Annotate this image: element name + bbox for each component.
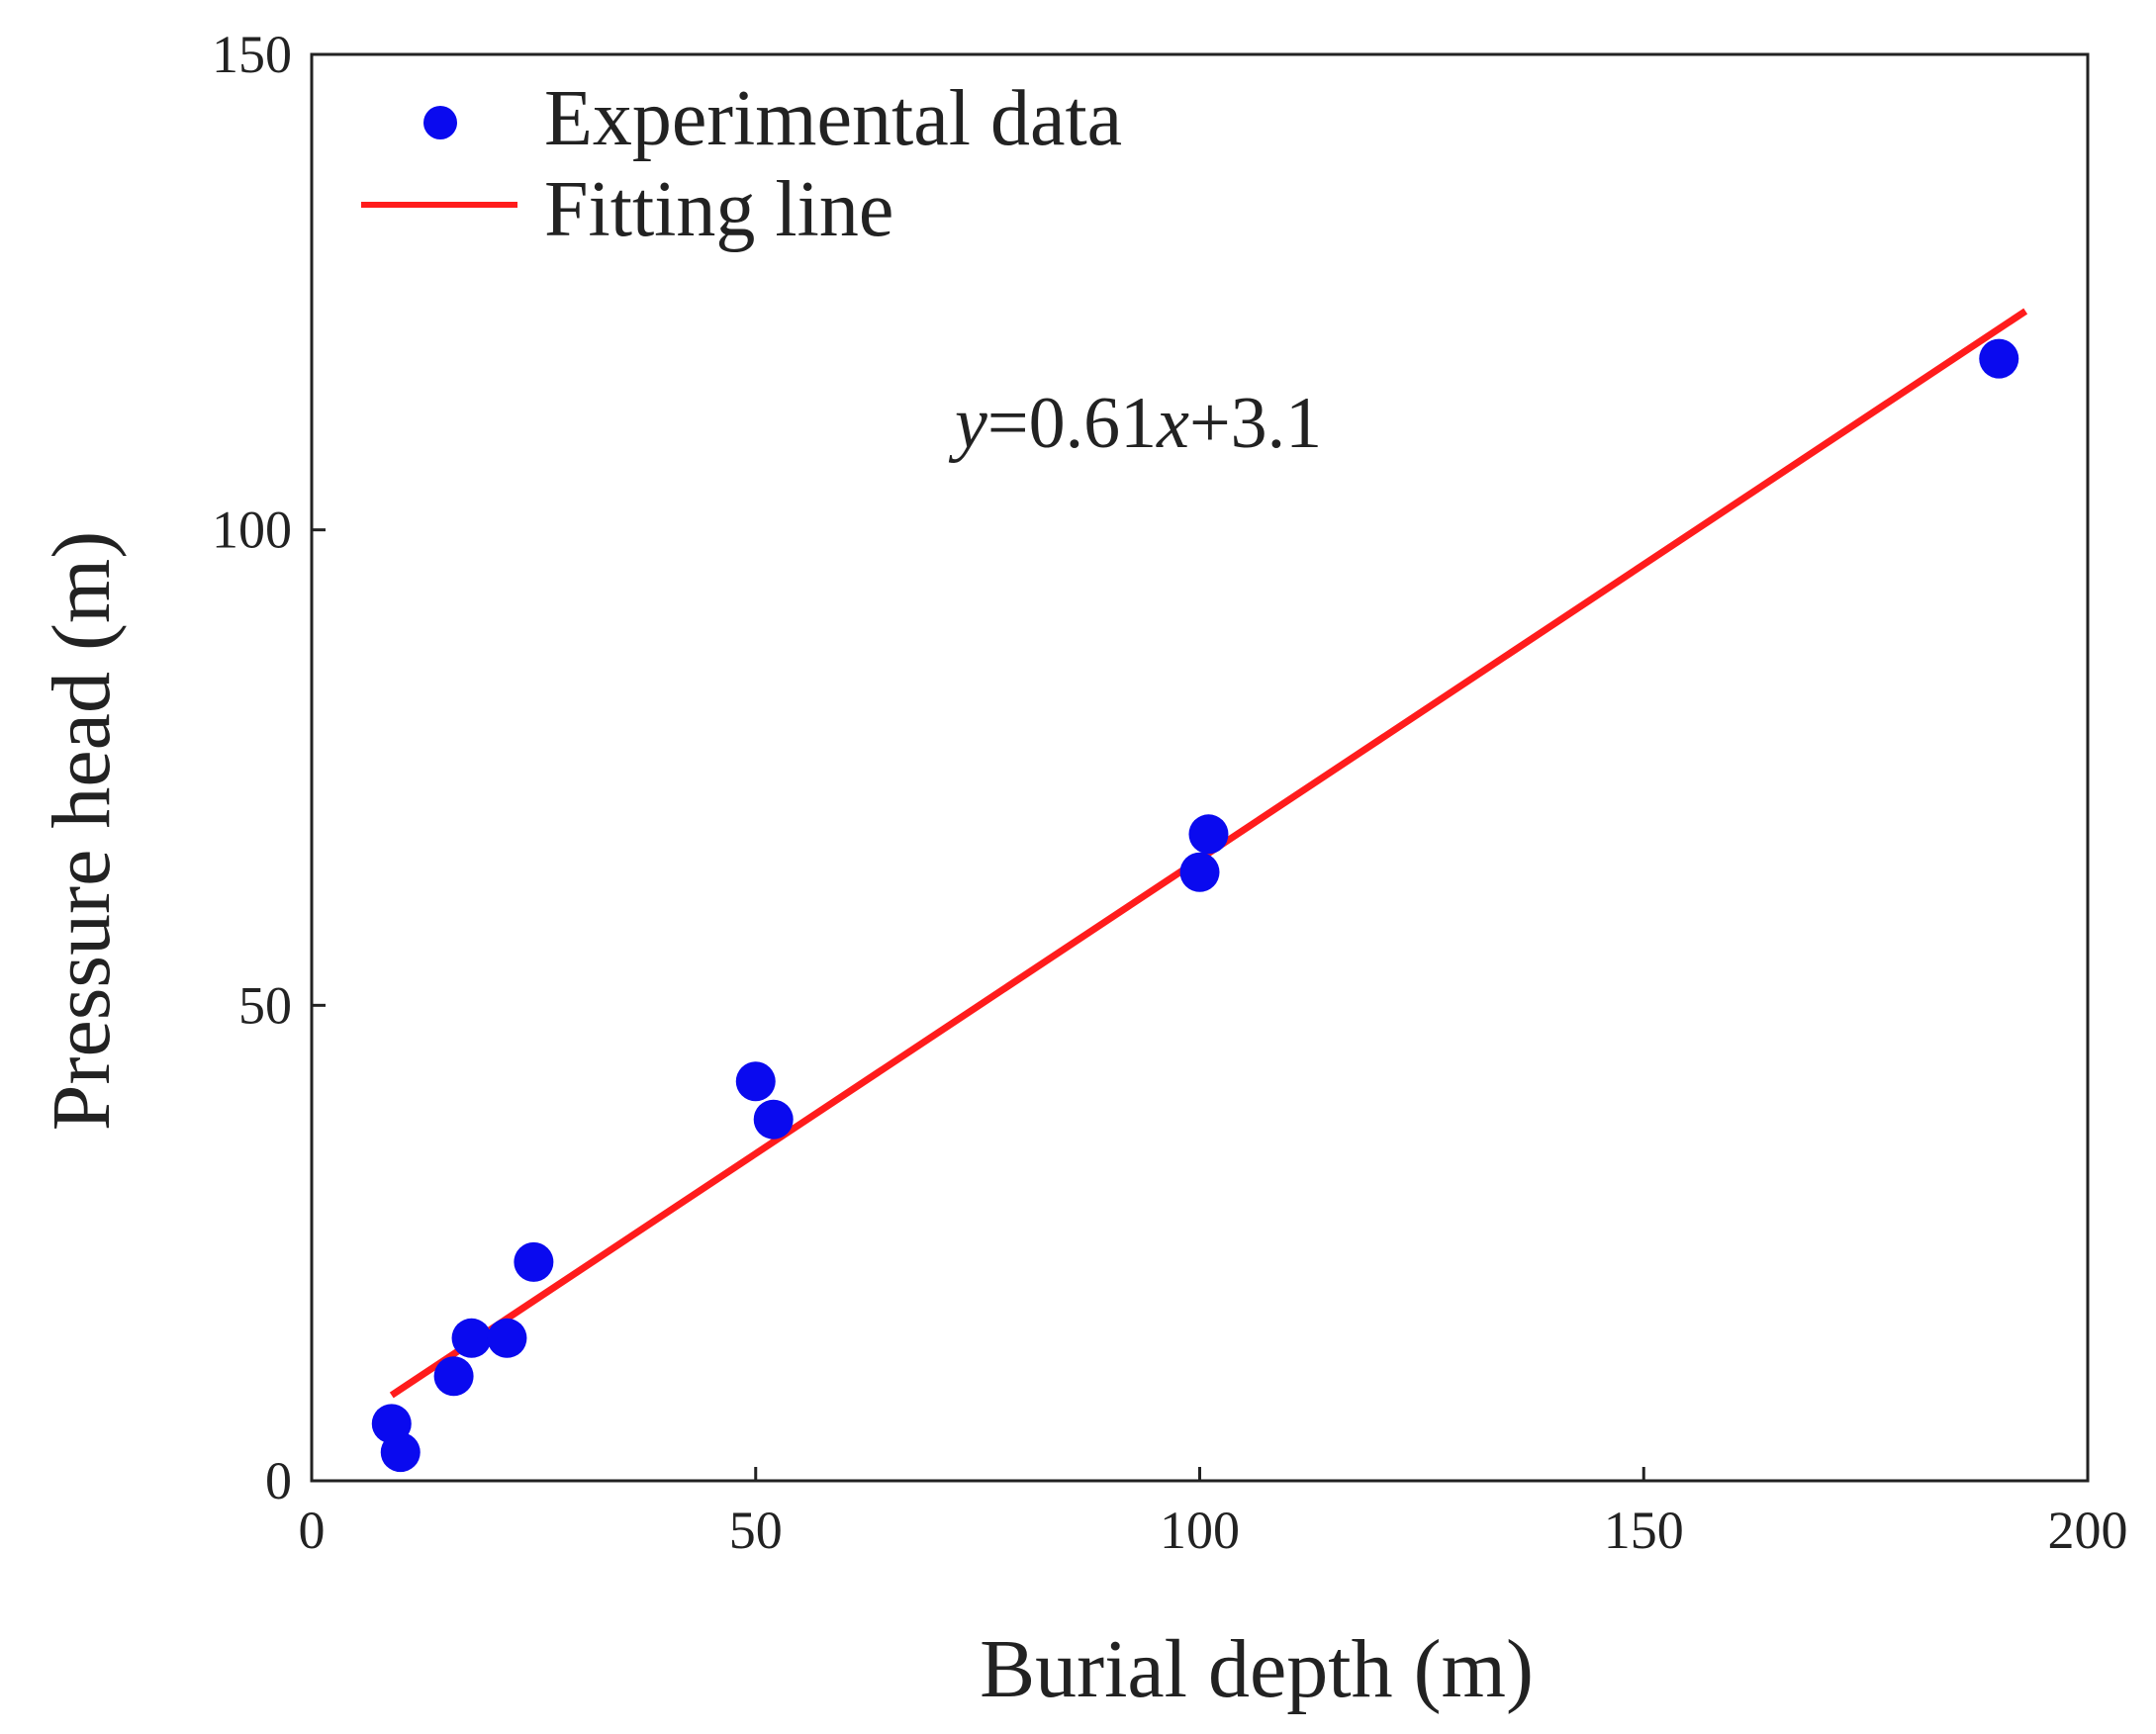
y-tick-label-2: 100 bbox=[212, 501, 292, 560]
legend-marker-experimental-data bbox=[423, 106, 457, 139]
data-point-10 bbox=[1979, 338, 2019, 379]
fit-equation-slope: =0.61 bbox=[987, 383, 1157, 464]
x-tick-label-1: 50 bbox=[729, 1501, 783, 1560]
data-point-4 bbox=[487, 1318, 527, 1358]
fit-equation-y: y bbox=[948, 383, 987, 464]
legend: Experimental data Fitting line bbox=[361, 75, 1122, 253]
experimental-data-series bbox=[371, 338, 2019, 1473]
fit-equation-x: x bbox=[1156, 383, 1189, 464]
x-tick-label-3: 150 bbox=[1604, 1501, 1684, 1560]
y-tick-label-1: 50 bbox=[238, 975, 292, 1035]
x-tick-label-0: 0 bbox=[299, 1501, 326, 1560]
fit-equation-intercept: +3.1 bbox=[1189, 383, 1322, 464]
y-tick-label-3: 150 bbox=[212, 25, 292, 84]
data-point-3 bbox=[451, 1318, 492, 1358]
legend-label-fitting-line: Fitting line bbox=[544, 166, 893, 253]
x-tick-label-4: 200 bbox=[2048, 1501, 2128, 1560]
y-axis-tick-labels: 0 50 100 150 bbox=[212, 25, 292, 1510]
data-point-6 bbox=[735, 1061, 776, 1102]
data-point-9 bbox=[1188, 814, 1229, 855]
data-point-1 bbox=[380, 1432, 421, 1473]
data-point-2 bbox=[433, 1356, 474, 1397]
legend-label-experimental-data: Experimental data bbox=[544, 75, 1122, 162]
y-axis-ticks bbox=[312, 52, 326, 1483]
data-point-7 bbox=[753, 1099, 794, 1140]
x-axis-tick-labels: 0 50 100 150 200 bbox=[299, 1501, 2128, 1560]
y-tick-label-0: 0 bbox=[265, 1451, 292, 1510]
x-axis-title: Burial depth (m) bbox=[980, 1623, 1534, 1715]
data-point-8 bbox=[1179, 852, 1220, 892]
fit-equation: y=0.61x+3.1 bbox=[948, 383, 1322, 464]
y-axis-title: Pressure head (m) bbox=[36, 531, 128, 1131]
x-tick-label-2: 100 bbox=[1160, 1501, 1240, 1560]
x-axis-ticks bbox=[310, 1467, 2090, 1481]
data-point-5 bbox=[514, 1241, 554, 1282]
